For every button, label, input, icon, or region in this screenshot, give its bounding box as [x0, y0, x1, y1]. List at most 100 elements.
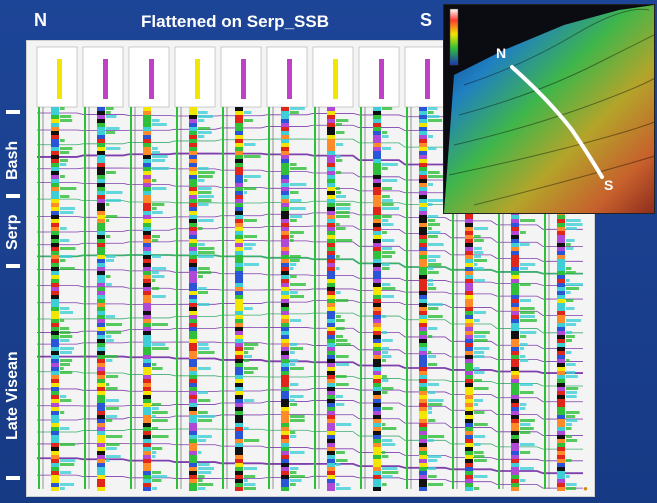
log-curve-segment [382, 283, 391, 286]
lithology-block [373, 411, 381, 415]
lithology-block [557, 295, 565, 299]
log-curve-segment [290, 259, 300, 262]
lithology-block [281, 439, 289, 443]
lithology-block [373, 299, 381, 303]
lithology-block [557, 299, 565, 303]
lithology-block [557, 311, 565, 315]
lithology-block [51, 127, 59, 131]
lithology-block [97, 247, 105, 251]
log-curve-segment [198, 171, 215, 174]
lithology-block [419, 315, 427, 319]
header-log [287, 59, 292, 99]
log-curve-segment [382, 471, 399, 474]
lithology-block [281, 467, 289, 471]
lithology-block [281, 379, 289, 383]
lithology-block [281, 479, 289, 483]
lithology-block [373, 399, 381, 403]
lithology-block [235, 403, 243, 407]
log-curve-segment [520, 307, 535, 310]
log-curve-segment [290, 403, 298, 406]
lithology-block [235, 231, 243, 235]
lithology-block [281, 127, 289, 131]
log-curve-segment [198, 415, 215, 418]
lithology-block [465, 315, 473, 319]
lithology-block [97, 139, 105, 143]
lithology-block [97, 351, 105, 355]
log-curve-segment [60, 147, 73, 150]
log-curve-segment [336, 343, 351, 346]
lithology-block [373, 135, 381, 139]
lithology-block [97, 419, 105, 423]
lithology-block [465, 415, 473, 419]
lithology-block [143, 455, 151, 459]
log-curve-segment [428, 363, 438, 366]
lithology-block [327, 263, 335, 267]
lithology-block [465, 371, 473, 375]
lithology-block [327, 307, 335, 311]
lithology-block [97, 179, 105, 183]
log-curve-segment [198, 243, 205, 246]
log-curve-segment [566, 219, 581, 222]
log-curve-segment [520, 263, 536, 266]
log-curve-segment [520, 451, 531, 454]
lithology-block [143, 203, 151, 207]
log-curve-segment [566, 411, 580, 414]
lithology-block [189, 423, 197, 427]
lithology-block [189, 111, 197, 115]
lithology-block [51, 187, 59, 191]
lithology-block [235, 319, 243, 323]
log-curve-segment [60, 363, 71, 366]
lithology-block [143, 459, 151, 463]
log-curve-segment [106, 283, 112, 286]
lithology-block [97, 371, 105, 375]
lithology-block [557, 271, 565, 275]
log-curve-segment [290, 255, 301, 258]
lithology-block [97, 115, 105, 119]
log-curve-segment [336, 267, 340, 270]
lithology-block [281, 307, 289, 311]
lithology-block [143, 279, 151, 283]
log-curve-segment [198, 255, 214, 258]
lithology-block [143, 371, 151, 375]
lithology-block [143, 327, 151, 331]
log-curve-segment [382, 475, 393, 478]
lithology-block [419, 411, 427, 415]
log-curve-segment [290, 415, 305, 418]
log-curve-segment [566, 283, 583, 286]
lithology-block [189, 387, 197, 391]
lithology-block [511, 403, 519, 407]
lithology-block [281, 371, 289, 375]
lithology-block [235, 291, 243, 295]
lithology-block [235, 203, 243, 207]
log-curve-segment [474, 279, 485, 282]
lithology-block [97, 239, 105, 243]
lithology-block [281, 135, 289, 139]
lithology-block [281, 279, 289, 283]
log-curve-segment [198, 399, 211, 402]
lithology-block [143, 483, 151, 487]
lithology-block [143, 427, 151, 431]
log-curve-segment [382, 455, 389, 458]
lithology-block [143, 207, 151, 211]
lithology-block [419, 331, 427, 335]
log-curve-segment [566, 427, 572, 430]
lithology-block [465, 331, 473, 335]
log-curve-segment [106, 255, 116, 258]
lithology-block [373, 331, 381, 335]
lithology-block [97, 339, 105, 343]
lithology-block [189, 219, 197, 223]
lithology-block [143, 331, 151, 335]
lithology-block [327, 267, 335, 271]
lithology-block [327, 427, 335, 431]
slide-title: Flattened on Serp_SSB [141, 12, 329, 31]
lithology-block [327, 131, 335, 135]
lithology-block [419, 291, 427, 295]
lithology-block [51, 271, 59, 275]
lithology-block [327, 323, 335, 327]
lithology-block [97, 343, 105, 347]
lithology-block [511, 407, 519, 411]
log-curve-segment [566, 359, 570, 362]
lithology-block [97, 387, 105, 391]
log-curve-segment [382, 251, 396, 254]
lithology-block [51, 207, 59, 211]
